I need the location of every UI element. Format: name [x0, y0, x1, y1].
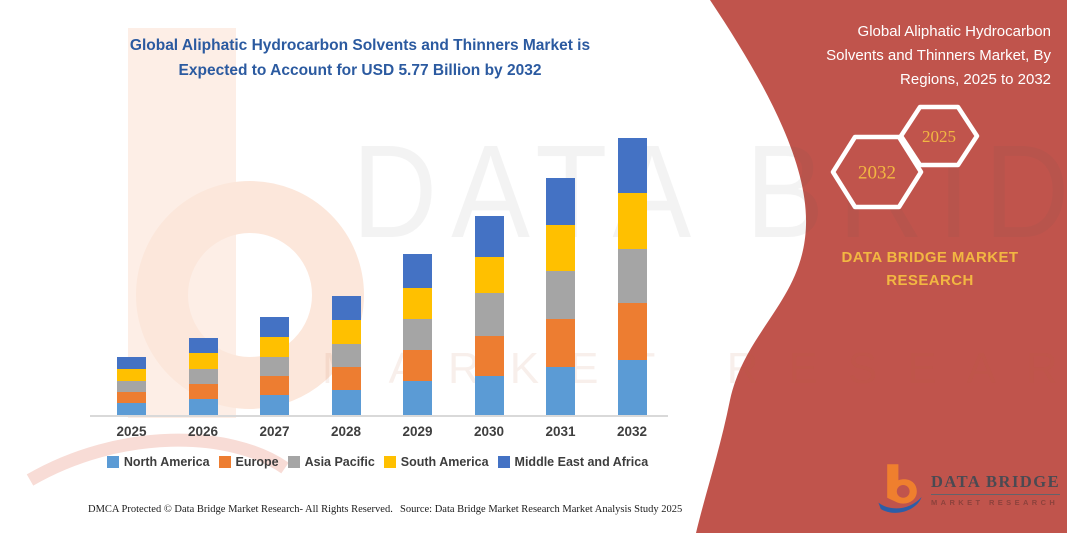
x-axis-label: 2026: [187, 424, 219, 439]
legend-item-north-america: North America: [106, 455, 210, 469]
legend-item-middle-east-and-africa: Middle East and Africa: [497, 455, 649, 469]
legend-label: Asia Pacific: [304, 455, 375, 469]
bar-segment-north-america: [617, 360, 647, 415]
bar-segment-south-america: [188, 353, 218, 369]
plot-area: [90, 118, 668, 417]
legend-label: Europe: [235, 455, 279, 469]
legend-swatch: [218, 456, 231, 468]
bar-segment-asia-pacific: [617, 249, 647, 303]
year-hexagons: 2032 2025: [830, 104, 980, 210]
bar-segment-middle-east-and-africa: [403, 254, 432, 288]
legend-label: South America: [400, 455, 489, 469]
bar-segment-middle-east-and-africa: [474, 216, 504, 257]
legend-swatch: [106, 456, 119, 468]
bar-segment-north-america: [260, 395, 289, 415]
x-axis-label: 2031: [545, 424, 576, 439]
x-axis-label: 2025: [116, 424, 147, 439]
bar-segment-middle-east-and-africa: [188, 338, 218, 353]
legend-swatch: [383, 456, 396, 468]
databridge-logo-icon: [878, 464, 922, 513]
x-axis-labels: 2025 2026 2027 2028 2029 2030 2031 2032: [90, 424, 668, 442]
logo-subtitle: MARKET RESEARCH: [931, 497, 1059, 507]
x-axis-label: 2030: [473, 424, 505, 439]
bar-segment-middle-east-and-africa: [546, 178, 575, 225]
x-axis-label: 2032: [616, 424, 648, 439]
bar-segment-middle-east-and-africa: [617, 138, 647, 193]
bar-segment-europe: [260, 376, 289, 395]
legend-item-europe: Europe: [218, 455, 279, 469]
panel-title: Global Aliphatic Hydrocarbon Solvents an…: [826, 23, 1051, 88]
bar-segment-asia-pacific: [331, 344, 361, 367]
bar-segment-middle-east-and-africa: [331, 296, 361, 320]
hexagon-2025-label: 2025: [922, 127, 956, 146]
brand-caption: DATA BRIDGE MARKET RESEARCH: [841, 249, 1019, 289]
watermark-b-logo-icon: [26, 28, 364, 486]
legend-swatch: [497, 456, 510, 468]
bar-segment-middle-east-and-africa: [117, 357, 146, 369]
x-axis-label: 2028: [330, 424, 362, 439]
bar-segment-south-america: [403, 288, 432, 319]
x-axis-label: 2029: [402, 424, 433, 439]
bar-segment-south-america: [260, 337, 289, 357]
bar-segment-asia-pacific: [260, 357, 289, 376]
chart-legend: North America Europe Asia Pacific South Ame…: [80, 455, 675, 469]
hexagon-2032: 2032: [830, 134, 924, 210]
bar-segment-north-america: [188, 399, 218, 415]
bar-segment-asia-pacific: [546, 271, 575, 319]
bar-segment-asia-pacific: [403, 319, 432, 350]
bar-segment-south-america: [474, 257, 504, 293]
bar-segment-asia-pacific: [188, 369, 218, 384]
legend-label: Middle East and Africa: [514, 455, 649, 469]
bar-segment-middle-east-and-africa: [260, 317, 289, 337]
bar-segment-north-america: [331, 390, 361, 415]
bar-segment-europe: [117, 392, 146, 403]
bar-segment-south-america: [117, 369, 146, 381]
bar-segment-europe: [546, 319, 575, 367]
bar-segment-europe: [474, 336, 504, 376]
bar-segment-south-america: [331, 320, 361, 344]
legend-swatch: [287, 456, 300, 468]
chart-title: Global Aliphatic Hydrocarbon Solvents an…: [129, 37, 591, 79]
logo-title: DATA BRIDGE: [931, 472, 1061, 495]
bar-segment-asia-pacific: [117, 381, 146, 392]
bar-segment-europe: [331, 367, 361, 390]
legend-label: North America: [123, 455, 210, 469]
bar-segment-europe: [403, 350, 432, 381]
bar-segment-north-america: [403, 381, 432, 415]
bar-segment-north-america: [117, 403, 146, 415]
bar-segment-south-america: [617, 193, 647, 249]
bar-segment-europe: [188, 384, 218, 399]
x-axis-label: 2027: [259, 424, 290, 439]
legend-item-asia-pacific: Asia Pacific: [287, 455, 375, 469]
footer-source: Source: Data Bridge Market Research Mark…: [400, 504, 683, 515]
legend-item-south-america: South America: [383, 455, 489, 469]
bar-segment-europe: [617, 303, 647, 360]
bar-segment-north-america: [474, 376, 504, 415]
bar-segment-north-america: [546, 367, 575, 415]
databridge-logo-text: DATA BRIDGE MARKET RESEARCH: [931, 472, 1061, 507]
footer-copyright: DMCA Protected © Data Bridge Market Rese…: [88, 504, 393, 515]
hexagon-2032-label: 2032: [858, 162, 896, 183]
databridge-logo: DATA BRIDGE MARKET RESEARCH: [876, 460, 1061, 518]
bar-segment-asia-pacific: [474, 293, 504, 336]
bar-segment-south-america: [546, 225, 575, 271]
hexagon-2025: 2025: [898, 104, 980, 168]
